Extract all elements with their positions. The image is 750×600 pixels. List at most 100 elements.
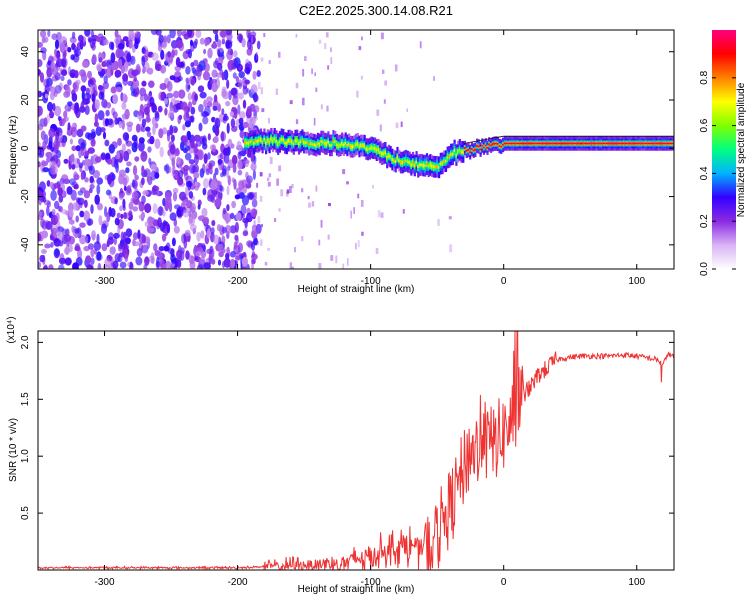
x-tick-label: 0 <box>501 276 507 287</box>
noise-blob <box>59 36 68 45</box>
noise-blob <box>169 212 177 221</box>
noise-blob <box>98 57 103 63</box>
noise-blob <box>56 58 64 68</box>
noise-blob <box>42 50 47 61</box>
noise-speckle <box>252 197 255 201</box>
colorbar-tick-label: 0.4 <box>699 166 710 180</box>
noise-blob <box>158 91 165 101</box>
noise-blob <box>196 231 201 242</box>
tone-track-segment <box>626 142 629 145</box>
noise-blob <box>131 78 140 89</box>
noise-blob <box>223 147 229 156</box>
noise-blob <box>147 227 155 233</box>
x-tick-label: -300 <box>95 577 115 588</box>
noise-blob <box>123 150 130 162</box>
noise-blob <box>217 190 223 201</box>
tone-track-segment <box>296 139 299 142</box>
noise-blob <box>199 168 205 178</box>
tone-track-segment <box>249 140 252 144</box>
tone-track-segment <box>591 142 595 145</box>
tone-track-segment <box>294 139 297 142</box>
noise-blob <box>227 47 233 56</box>
tone-track-segment <box>341 142 344 145</box>
tone-track-segment <box>284 141 287 145</box>
noise-blob <box>203 153 208 165</box>
noise-blob <box>247 193 255 201</box>
noise-blob <box>236 250 241 260</box>
noise-blob <box>197 264 204 269</box>
noise-blob <box>44 36 49 43</box>
noise-blob <box>190 106 196 115</box>
noise-speckle <box>318 39 322 44</box>
tone-track-segment <box>508 142 512 145</box>
noise-blob <box>236 33 244 42</box>
noise-blob <box>141 118 146 128</box>
tone-track-segment <box>489 144 493 147</box>
noise-speckle <box>328 203 331 207</box>
noise-blob <box>206 228 211 239</box>
noise-speckle <box>335 255 338 264</box>
tone-track-segment <box>418 163 422 167</box>
tone-track-segment <box>252 142 256 145</box>
noise-blob <box>139 87 147 97</box>
noise-blob <box>213 234 220 245</box>
noise-blob <box>73 173 80 181</box>
noise-blob <box>195 30 202 38</box>
tone-track-segment <box>458 148 461 152</box>
tone-track-segment <box>282 138 285 142</box>
noise-blob <box>197 149 204 161</box>
noise-blob <box>202 187 207 196</box>
noise-blob <box>185 81 191 93</box>
noise-blob <box>141 195 146 205</box>
tone-track-segment <box>370 146 373 149</box>
noise-blob <box>90 204 94 214</box>
tone-track-segment <box>438 166 441 169</box>
noise-blob <box>122 36 129 42</box>
noise-blob <box>64 234 72 243</box>
tone-track-segment <box>481 144 484 147</box>
noise-speckle <box>295 34 298 38</box>
tone-track-segment <box>534 142 537 145</box>
tone-track-segment <box>540 142 543 145</box>
tone-track-segment <box>472 149 475 152</box>
noise-blob <box>112 260 119 269</box>
snr-y-ticks: 0.5 1.0 1.5 2.0 <box>20 335 674 520</box>
noise-blob <box>241 38 246 48</box>
noise-speckle <box>251 36 253 43</box>
noise-blob <box>144 221 149 227</box>
noise-blob <box>117 137 122 146</box>
noise-blob <box>106 211 111 223</box>
noise-speckle <box>302 69 305 77</box>
noise-blob <box>71 92 78 102</box>
noise-blob <box>122 132 130 141</box>
noise-blob <box>212 41 217 49</box>
noise-blob <box>94 99 100 110</box>
noise-blob <box>182 135 188 142</box>
tone-track-segment <box>474 148 477 151</box>
noise-blob <box>71 145 77 152</box>
tone-track-segment <box>643 142 646 145</box>
noise-blob <box>53 182 61 189</box>
tone-track-segment <box>635 142 638 145</box>
noise-blob <box>119 261 127 269</box>
noise-blob <box>165 163 170 175</box>
noise-blob <box>244 79 250 85</box>
tone-track-segment <box>541 142 544 145</box>
tone-track-segment <box>559 142 562 145</box>
noise-blob <box>160 65 167 74</box>
noise-blob <box>222 91 230 100</box>
noise-blob <box>122 73 129 82</box>
tone-track-segment <box>315 144 318 147</box>
noise-blob <box>199 256 206 265</box>
noise-blob <box>46 114 50 124</box>
tone-track-segment <box>610 142 614 145</box>
noise-blob <box>189 39 194 47</box>
noise-blob <box>49 235 54 241</box>
tone-track-segment <box>427 164 430 168</box>
tone-track-segment <box>358 145 361 148</box>
noise-blob <box>56 150 61 159</box>
noise-blob <box>122 174 130 184</box>
noise-blob <box>84 150 90 156</box>
noise-blob <box>127 261 131 267</box>
noise-blob <box>79 222 86 228</box>
